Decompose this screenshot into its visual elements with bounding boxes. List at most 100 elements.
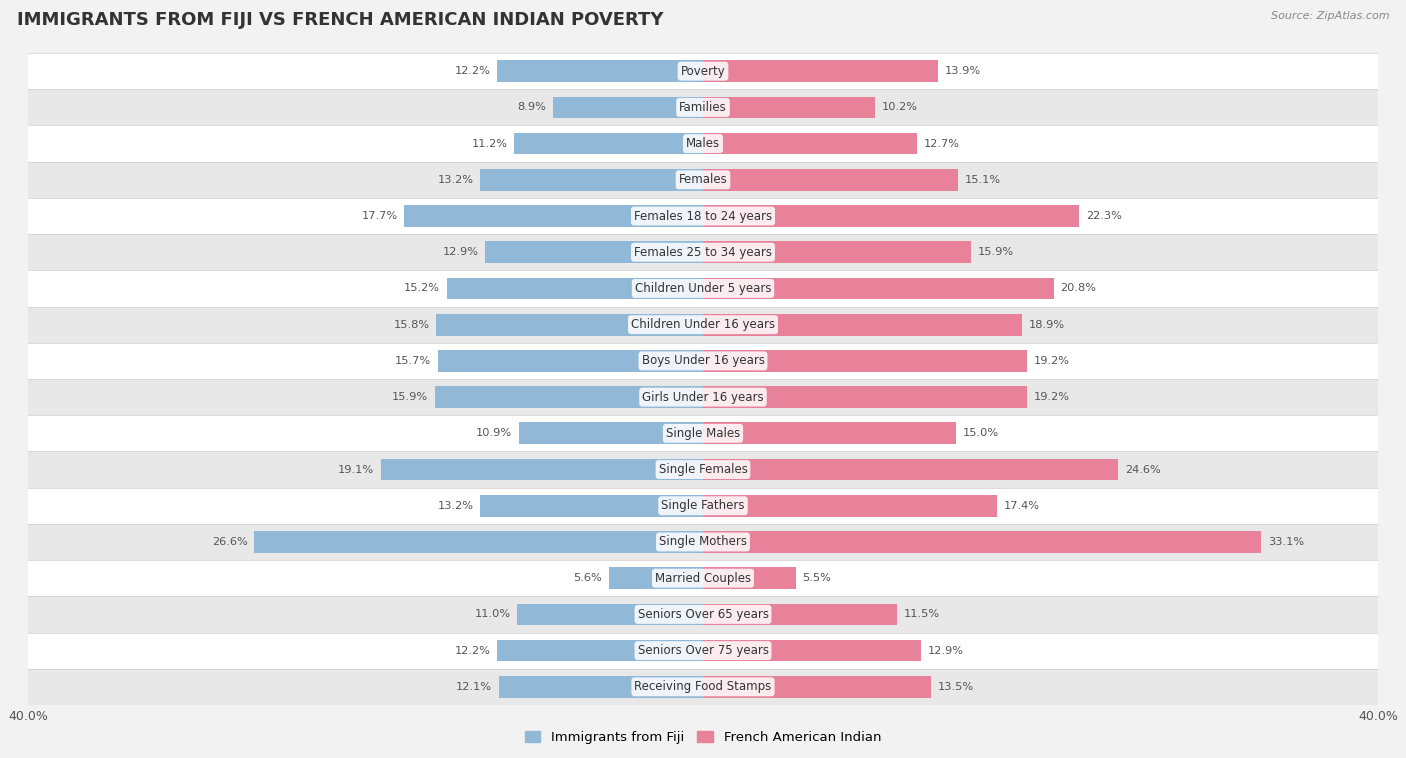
Text: 15.7%: 15.7% <box>395 356 432 366</box>
Text: Poverty: Poverty <box>681 64 725 77</box>
Bar <box>703 314 1022 336</box>
Bar <box>28 487 1378 524</box>
Bar <box>254 531 703 553</box>
Bar <box>28 89 1378 126</box>
Text: 13.2%: 13.2% <box>437 501 474 511</box>
Bar <box>28 669 1378 705</box>
Text: 10.9%: 10.9% <box>477 428 512 438</box>
Text: Boys Under 16 years: Boys Under 16 years <box>641 355 765 368</box>
Text: Males: Males <box>686 137 720 150</box>
Text: Seniors Over 65 years: Seniors Over 65 years <box>637 608 769 621</box>
Bar <box>499 676 703 697</box>
Text: Single Females: Single Females <box>658 463 748 476</box>
Text: Children Under 5 years: Children Under 5 years <box>634 282 772 295</box>
Bar <box>703 422 956 444</box>
Bar <box>498 640 703 662</box>
Bar <box>703 676 931 697</box>
Bar <box>703 133 917 155</box>
Bar <box>517 603 703 625</box>
Text: Females 25 to 34 years: Females 25 to 34 years <box>634 246 772 258</box>
Text: 5.6%: 5.6% <box>574 573 602 583</box>
Bar <box>28 632 1378 669</box>
Text: 22.3%: 22.3% <box>1085 211 1122 221</box>
Bar <box>703 61 938 82</box>
Bar <box>28 524 1378 560</box>
Bar <box>553 96 703 118</box>
Bar <box>28 343 1378 379</box>
Bar <box>485 241 703 263</box>
Bar <box>436 314 703 336</box>
Text: 20.8%: 20.8% <box>1060 283 1097 293</box>
Text: 15.0%: 15.0% <box>963 428 998 438</box>
Bar <box>28 53 1378 89</box>
Bar <box>434 387 703 408</box>
Text: Families: Families <box>679 101 727 114</box>
Bar <box>609 567 703 589</box>
Bar <box>481 169 703 191</box>
Text: IMMIGRANTS FROM FIJI VS FRENCH AMERICAN INDIAN POVERTY: IMMIGRANTS FROM FIJI VS FRENCH AMERICAN … <box>17 11 664 30</box>
Text: 11.0%: 11.0% <box>475 609 510 619</box>
Legend: Immigrants from Fiji, French American Indian: Immigrants from Fiji, French American In… <box>524 731 882 744</box>
Text: Source: ZipAtlas.com: Source: ZipAtlas.com <box>1271 11 1389 21</box>
Text: Females 18 to 24 years: Females 18 to 24 years <box>634 209 772 223</box>
Bar <box>447 277 703 299</box>
Bar <box>28 415 1378 452</box>
Text: 11.2%: 11.2% <box>471 139 508 149</box>
Bar <box>519 422 703 444</box>
Text: 15.2%: 15.2% <box>404 283 440 293</box>
Text: 12.9%: 12.9% <box>443 247 478 257</box>
Text: 13.9%: 13.9% <box>945 66 980 76</box>
Text: 17.4%: 17.4% <box>1004 501 1039 511</box>
Bar <box>703 640 921 662</box>
Text: 24.6%: 24.6% <box>1125 465 1160 475</box>
Text: 13.5%: 13.5% <box>938 682 973 692</box>
Text: 15.9%: 15.9% <box>392 392 427 402</box>
Bar <box>439 350 703 371</box>
Bar <box>703 459 1118 481</box>
Bar <box>703 350 1026 371</box>
Text: Girls Under 16 years: Girls Under 16 years <box>643 390 763 403</box>
Text: 5.5%: 5.5% <box>803 573 831 583</box>
Text: 19.1%: 19.1% <box>337 465 374 475</box>
Bar <box>703 169 957 191</box>
Bar <box>703 205 1080 227</box>
Text: 12.2%: 12.2% <box>454 66 491 76</box>
Text: 12.2%: 12.2% <box>454 646 491 656</box>
Text: Married Couples: Married Couples <box>655 572 751 584</box>
Bar <box>28 161 1378 198</box>
Text: 15.8%: 15.8% <box>394 320 430 330</box>
Bar <box>28 271 1378 306</box>
Bar <box>498 61 703 82</box>
Text: 19.2%: 19.2% <box>1033 392 1070 402</box>
Text: 12.1%: 12.1% <box>456 682 492 692</box>
Text: Single Males: Single Males <box>666 427 740 440</box>
Text: 15.9%: 15.9% <box>979 247 1014 257</box>
Bar <box>703 495 997 517</box>
Text: Children Under 16 years: Children Under 16 years <box>631 318 775 331</box>
Bar <box>28 597 1378 632</box>
Bar <box>28 126 1378 161</box>
Bar <box>28 234 1378 271</box>
Text: 15.1%: 15.1% <box>965 175 1001 185</box>
Text: 12.7%: 12.7% <box>924 139 960 149</box>
Bar <box>703 387 1026 408</box>
Bar <box>28 379 1378 415</box>
Text: 19.2%: 19.2% <box>1033 356 1070 366</box>
Bar <box>703 96 875 118</box>
Bar <box>28 306 1378 343</box>
Text: 10.2%: 10.2% <box>882 102 918 112</box>
Text: Single Mothers: Single Mothers <box>659 535 747 549</box>
Text: 11.5%: 11.5% <box>904 609 939 619</box>
Bar <box>515 133 703 155</box>
Bar <box>405 205 703 227</box>
Text: 8.9%: 8.9% <box>517 102 546 112</box>
Bar <box>703 531 1261 553</box>
Text: Females: Females <box>679 174 727 186</box>
Bar <box>28 452 1378 487</box>
Text: 13.2%: 13.2% <box>437 175 474 185</box>
Text: Single Fathers: Single Fathers <box>661 500 745 512</box>
Bar <box>28 560 1378 597</box>
Text: 18.9%: 18.9% <box>1029 320 1064 330</box>
Bar <box>703 241 972 263</box>
Text: 17.7%: 17.7% <box>361 211 398 221</box>
